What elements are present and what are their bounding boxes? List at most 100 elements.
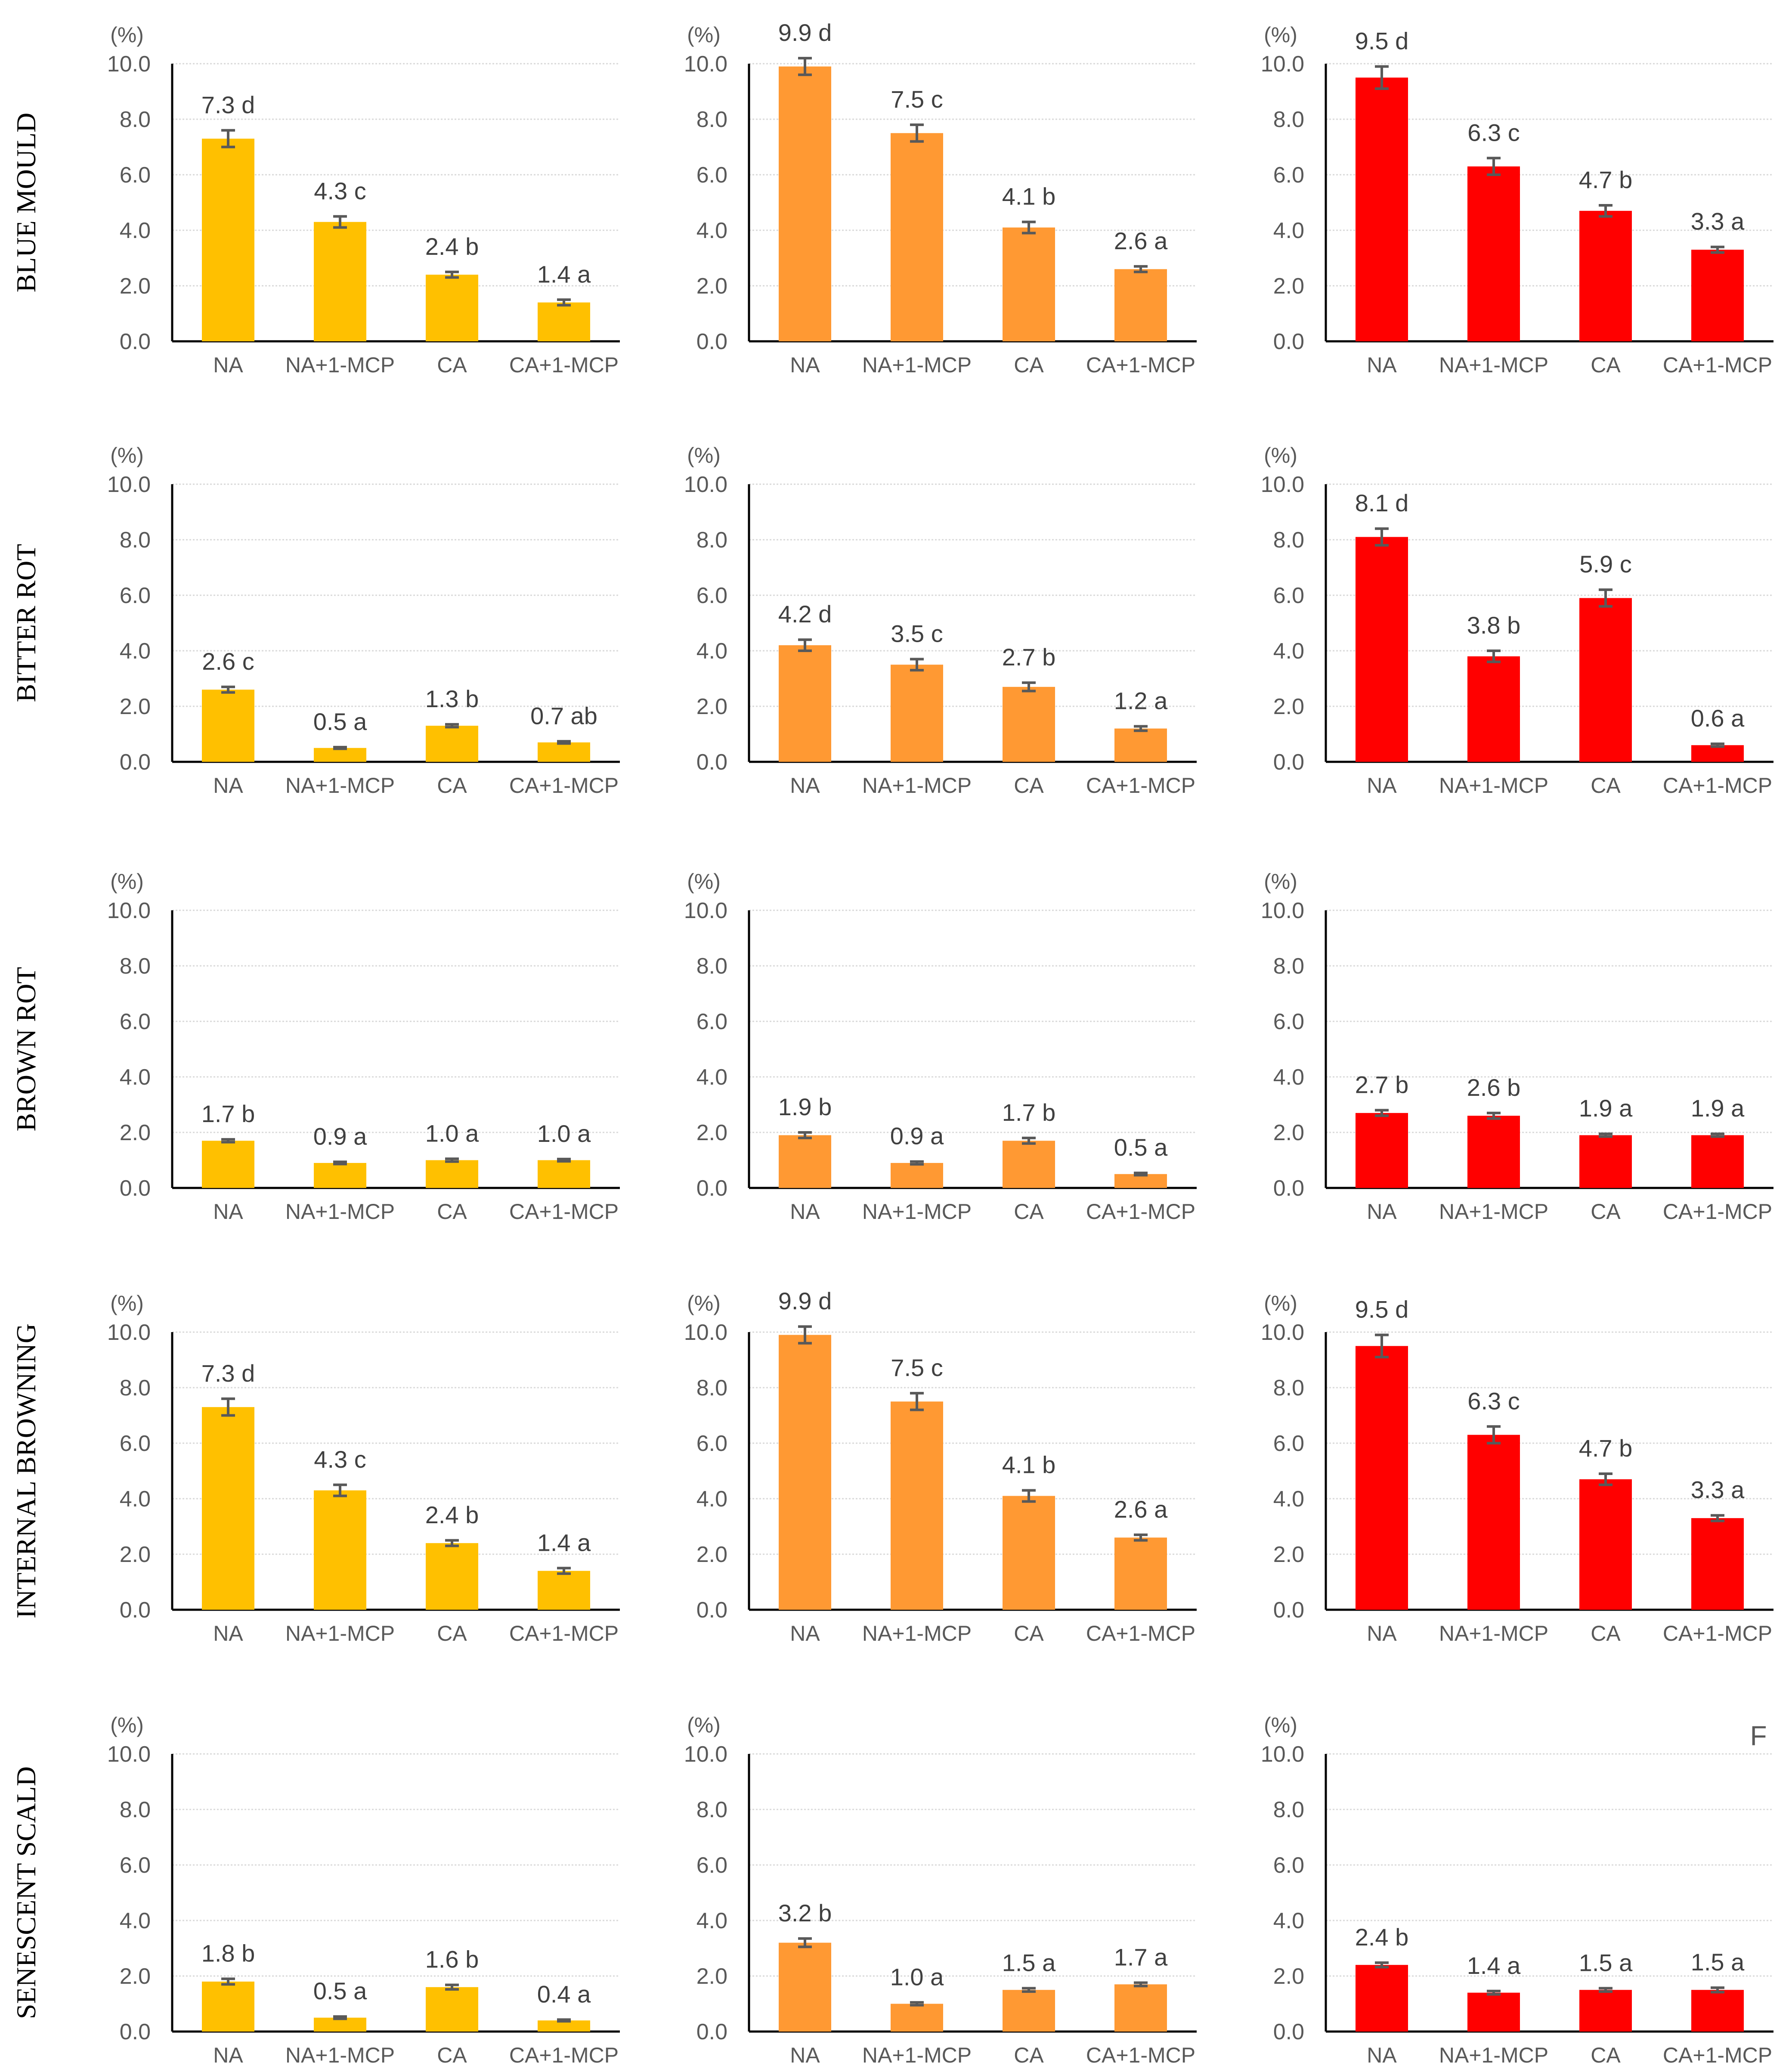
- chart-panel-5: 0.0 2.0 4.0 6.0 8.0 10.0 (%) 8.1 d NA 3.8 b NA+1-M…: [1261, 443, 1773, 798]
- chart-panel-2: 0.0 2.0 4.0 6.0 8.0 10.0 (%) 9.5 d NA 6.3 c NA+1-M…: [1261, 23, 1773, 377]
- x-tick-label: NA+1-MCP: [1439, 2043, 1548, 2067]
- chart-panel-10: 0.0 2.0 4.0 6.0 8.0 10.0 (%) 9.9 d NA 7.5 c NA+1-M…: [684, 1287, 1197, 1645]
- bar: [314, 748, 366, 762]
- bar: [779, 1135, 831, 1188]
- data-label: 7.5 c: [891, 86, 943, 113]
- y-tick-label: 8.0: [696, 954, 727, 979]
- y-tick-label: 4.0: [696, 218, 727, 243]
- bar: [1579, 598, 1632, 762]
- x-tick-label: CA+1-MCP: [1663, 2043, 1772, 2067]
- bar: [538, 742, 590, 762]
- y-tick-label: 2.0: [696, 1542, 727, 1567]
- y-tick-label: 0.0: [120, 1176, 151, 1201]
- y-tick-label: 8.0: [1273, 107, 1304, 132]
- bar: [426, 1160, 478, 1188]
- y-tick-label: 0.0: [1273, 329, 1304, 354]
- data-label: 1.4 a: [1467, 1952, 1521, 1979]
- y-tick-label: 2.0: [696, 274, 727, 299]
- x-tick-label: NA+1-MCP: [862, 2043, 972, 2067]
- y-tick-label: 4.0: [696, 1908, 727, 1933]
- x-tick-label: CA+1-MCP: [1663, 353, 1772, 377]
- x-tick-label: NA+1-MCP: [1439, 353, 1548, 377]
- x-tick-label: CA+1-MCP: [1086, 2043, 1195, 2067]
- x-tick-label: NA: [1367, 1621, 1397, 1645]
- data-label: 5.9 c: [1579, 550, 1631, 578]
- data-label: 9.5 d: [1355, 1296, 1409, 1323]
- bar: [202, 139, 254, 341]
- chart-panel-1: 0.0 2.0 4.0 6.0 8.0 10.0 (%) 9.9 d NA 7.5 c NA+1-M…: [684, 19, 1197, 377]
- y-tick-label: 0.0: [120, 2019, 151, 2044]
- y-axis-label: (%): [687, 23, 721, 47]
- bar: [202, 1407, 254, 1610]
- y-tick-label: 6.0: [696, 163, 727, 188]
- data-label: 0.7 ab: [530, 702, 597, 729]
- bar: [426, 275, 478, 341]
- bar: [314, 1490, 366, 1610]
- y-axis-label: (%): [110, 443, 144, 467]
- x-tick-label: CA: [437, 1621, 467, 1645]
- x-tick-label: CA: [1591, 773, 1621, 798]
- y-tick-label: 2.0: [120, 1542, 151, 1567]
- y-tick-label: 6.0: [120, 1431, 151, 1456]
- chart-panel-13: 0.0 2.0 4.0 6.0 8.0 10.0 (%) 3.2 b NA 1.0 a NA+1-M…: [684, 1713, 1197, 2067]
- data-label: 1.0 a: [425, 1119, 479, 1147]
- y-tick-label: 6.0: [696, 1009, 727, 1034]
- data-label: 0.9 a: [313, 1123, 367, 1150]
- row-label-0: BLUE MOULD: [11, 113, 41, 293]
- bar: [1356, 1346, 1408, 1610]
- x-tick-label: CA: [1014, 353, 1044, 377]
- data-label: 2.6 b: [1467, 1074, 1521, 1101]
- y-tick-label: 8.0: [120, 528, 151, 553]
- y-tick-label: 4.0: [696, 1065, 727, 1090]
- x-tick-label: CA+1-MCP: [1086, 1621, 1195, 1645]
- y-tick-label: 0.0: [120, 1598, 151, 1623]
- x-tick-label: NA: [790, 1200, 820, 1224]
- bar: [1691, 745, 1744, 762]
- bar: [1691, 1518, 1744, 1610]
- y-tick-label: 0.0: [120, 329, 151, 354]
- x-tick-label: CA+1-MCP: [1663, 1621, 1772, 1645]
- y-axis-label: (%): [1264, 1291, 1297, 1315]
- y-axis-label: (%): [110, 1713, 144, 1737]
- y-tick-label: 6.0: [696, 1853, 727, 1878]
- x-tick-label: NA+1-MCP: [862, 1200, 972, 1224]
- data-label: 4.3 c: [314, 1446, 366, 1473]
- y-tick-label: 4.0: [120, 639, 151, 664]
- bar: [1003, 227, 1055, 341]
- y-tick-label: 2.0: [1273, 694, 1304, 719]
- y-axis-label: (%): [687, 1291, 721, 1315]
- y-tick-label: 4.0: [120, 1487, 151, 1512]
- x-tick-label: NA: [790, 353, 820, 377]
- x-tick-label: NA: [1367, 353, 1397, 377]
- bar: [426, 726, 478, 762]
- y-tick-label: 2.0: [1273, 1542, 1304, 1567]
- y-tick-label: 2.0: [1273, 1120, 1304, 1145]
- bar: [538, 302, 590, 341]
- data-label: 2.4 b: [425, 233, 479, 260]
- data-label: 1.3 b: [425, 685, 479, 712]
- data-label: 3.3 a: [1691, 1476, 1745, 1503]
- bar: [1356, 1965, 1408, 2032]
- row-label-3: INTERNAL BROWNING: [11, 1324, 41, 1619]
- chart-panel-3: 0.0 2.0 4.0 6.0 8.0 10.0 (%) 2.6 c NA 0.5 a NA+1-M…: [107, 443, 620, 798]
- y-tick-label: 2.0: [120, 1120, 151, 1145]
- y-tick-label: 4.0: [120, 218, 151, 243]
- x-tick-label: CA+1-MCP: [509, 353, 619, 377]
- data-label: 4.2 d: [778, 600, 832, 628]
- x-tick-label: CA+1-MCP: [509, 773, 619, 798]
- x-tick-label: CA+1-MCP: [509, 1200, 619, 1224]
- bar: [1114, 728, 1167, 762]
- bar: [1691, 250, 1744, 341]
- y-tick-label: 0.0: [1273, 1176, 1304, 1201]
- data-label: 1.9 a: [1691, 1095, 1745, 1122]
- x-tick-label: CA+1-MCP: [1086, 353, 1195, 377]
- y-tick-label: 8.0: [696, 1797, 727, 1822]
- bar: [1114, 269, 1167, 341]
- y-tick-label: 4.0: [120, 1065, 151, 1090]
- y-tick-label: 10.0: [107, 898, 151, 923]
- x-tick-label: NA+1-MCP: [1439, 1621, 1548, 1645]
- y-tick-label: 8.0: [120, 1376, 151, 1401]
- data-label: 1.7 a: [1114, 1943, 1168, 1970]
- bar: [891, 2004, 943, 2032]
- data-label: 1.8 b: [201, 1939, 255, 1967]
